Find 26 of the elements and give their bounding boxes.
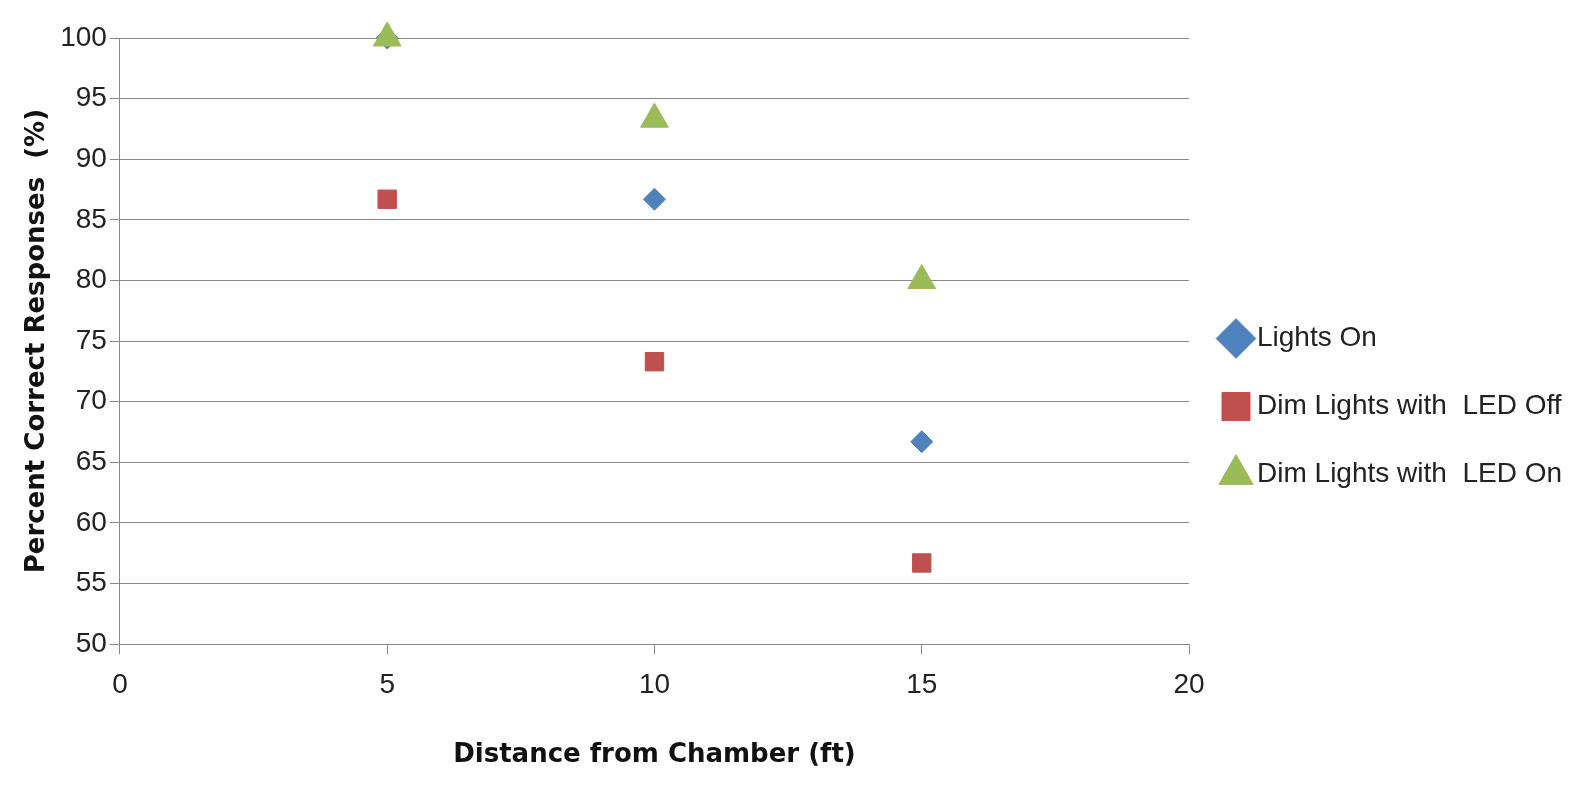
y-axis-title: Percent Correct Responses (%) (20, 108, 51, 574)
y-tick-label: 100 (60, 20, 107, 52)
point (910, 430, 934, 454)
x-tick-label: 10 (638, 667, 671, 699)
point (644, 352, 665, 372)
legend-label: Lights On (1257, 321, 1377, 353)
y-tick-label: 95 (75, 81, 107, 113)
x-axis-title: Distance from Chamber (ft) (453, 738, 856, 769)
y-tick-label: 80 (75, 263, 107, 295)
y-tick-label: 75 (75, 323, 107, 355)
point (372, 21, 402, 47)
y-tick-label: 50 (75, 626, 107, 658)
x-tick-label: 20 (1173, 667, 1205, 699)
y-tick-label: 60 (75, 505, 107, 537)
legend-label: Dim Lights with LED On (1257, 457, 1563, 489)
y-tick-label: 55 (75, 566, 107, 598)
point (912, 553, 932, 573)
x-tick-label: 0 (112, 667, 128, 699)
y-tick-label: 90 (75, 141, 107, 173)
x-tick-label: 5 (379, 667, 395, 699)
point (640, 102, 669, 128)
x-tick-label: 15 (906, 667, 938, 699)
y-tick-label: 70 (75, 384, 107, 416)
y-tick-label: 65 (75, 445, 107, 477)
y-tick-label: 85 (75, 202, 107, 234)
legend-label: Dim Lights with LED Off (1257, 389, 1562, 421)
